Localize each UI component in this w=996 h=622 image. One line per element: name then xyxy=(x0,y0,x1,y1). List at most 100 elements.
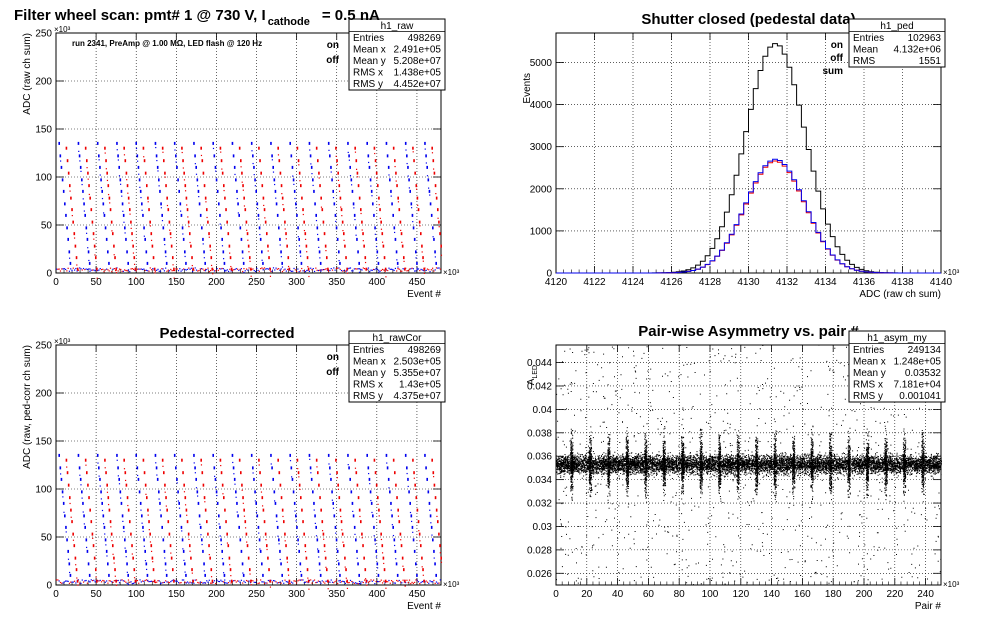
baseline-point xyxy=(118,582,121,584)
baseline-point xyxy=(432,267,434,269)
baseline-point xyxy=(425,580,427,582)
on-point xyxy=(213,466,216,470)
off-point xyxy=(129,213,131,215)
baseline-point xyxy=(290,270,293,272)
baseline-point xyxy=(90,579,92,581)
on-point xyxy=(393,538,396,542)
on-point xyxy=(64,514,66,518)
off-point xyxy=(435,192,437,195)
on-point xyxy=(222,258,225,260)
off-point xyxy=(243,508,245,512)
on-point xyxy=(99,477,101,481)
baseline-point xyxy=(192,270,194,273)
on-point xyxy=(280,250,282,254)
off-point xyxy=(94,256,97,260)
on-point xyxy=(161,213,163,217)
on-point xyxy=(157,170,159,172)
baseline-point xyxy=(265,268,267,270)
legend-on: on xyxy=(327,40,339,51)
on-point xyxy=(242,573,245,577)
baseline-point xyxy=(397,580,399,582)
x-tick-label: 200 xyxy=(208,589,225,600)
y-tick-label: 100 xyxy=(35,173,52,184)
on-point xyxy=(406,154,408,158)
baseline-point xyxy=(221,580,223,583)
off-point xyxy=(202,483,205,487)
off-point xyxy=(319,184,321,188)
off-point xyxy=(250,275,252,277)
baseline-point xyxy=(201,581,203,584)
baseline-point xyxy=(426,581,429,583)
off-point xyxy=(226,532,228,536)
on-point xyxy=(357,250,359,254)
on-point xyxy=(58,141,61,145)
off-point xyxy=(164,176,166,178)
baseline-point xyxy=(319,580,321,583)
off-point xyxy=(378,508,380,512)
on-point xyxy=(195,477,198,481)
on-point xyxy=(430,213,433,217)
on-point xyxy=(121,195,123,197)
on-point xyxy=(235,496,237,498)
baseline-point xyxy=(63,268,65,270)
off-point xyxy=(379,208,381,212)
on-point xyxy=(155,466,158,470)
on-point xyxy=(176,165,178,169)
off-point xyxy=(115,579,117,583)
on-point xyxy=(280,256,282,258)
on-point xyxy=(357,562,359,566)
baseline-point xyxy=(435,581,438,583)
on-point xyxy=(396,259,398,261)
on-point xyxy=(106,555,108,557)
off-point xyxy=(265,232,268,236)
on-point xyxy=(429,202,432,206)
on-point xyxy=(250,141,253,145)
on-point xyxy=(370,499,372,502)
off-point xyxy=(375,165,377,167)
off-point xyxy=(165,184,167,188)
off-point xyxy=(436,208,439,212)
off-point xyxy=(131,553,133,555)
on-point xyxy=(334,525,337,529)
baseline-point xyxy=(398,579,400,582)
off-point xyxy=(356,483,359,487)
on-point xyxy=(196,178,199,182)
baseline-point xyxy=(407,582,409,584)
on-point xyxy=(330,477,332,481)
y-tick-label: 0.03 xyxy=(533,522,553,533)
off-point xyxy=(280,496,283,500)
off-point xyxy=(209,244,211,248)
baseline-point xyxy=(266,582,268,584)
baseline-point xyxy=(199,268,201,270)
off-point xyxy=(354,458,356,462)
off-point xyxy=(415,188,418,190)
off-point xyxy=(104,152,106,154)
x-tick-label: 0 xyxy=(53,277,59,288)
stats-value: 4.375e+07 xyxy=(393,391,441,402)
baseline-point xyxy=(61,582,63,584)
on-point xyxy=(298,549,300,553)
baseline-point xyxy=(85,579,87,582)
on-point xyxy=(141,202,143,206)
stats-name: h1_asym_my xyxy=(867,333,926,344)
on-point xyxy=(367,154,370,158)
baseline-point xyxy=(194,579,196,581)
on-point xyxy=(428,501,431,505)
on-point xyxy=(434,256,436,258)
stats-value: 1.248e+05 xyxy=(893,357,941,368)
off-point xyxy=(153,267,156,271)
off-point xyxy=(220,159,223,163)
x-tick-label: 50 xyxy=(91,589,103,600)
baseline-point xyxy=(294,580,296,582)
stats-box xyxy=(848,330,946,403)
on-point xyxy=(182,233,184,235)
off-point xyxy=(183,491,186,493)
off-point xyxy=(114,256,116,260)
on-point xyxy=(395,558,397,560)
on-point xyxy=(350,178,353,182)
on-point xyxy=(377,573,380,577)
off-point xyxy=(208,544,210,548)
baseline-point xyxy=(415,270,417,272)
baseline-point xyxy=(215,270,217,272)
